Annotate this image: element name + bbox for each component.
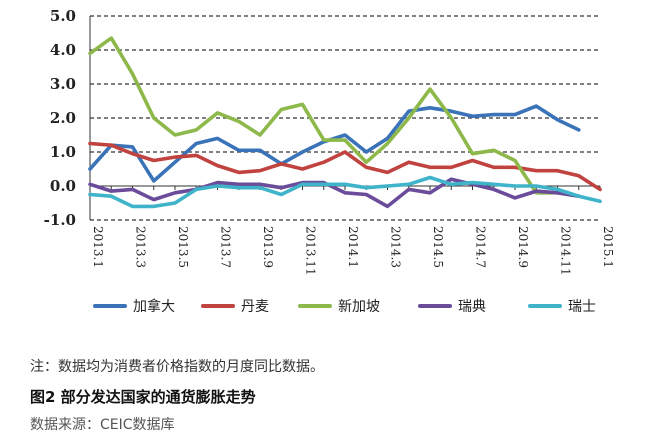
y-tick-label: 2.0: [50, 109, 76, 127]
x-tick-label: 2014.1: [346, 226, 360, 268]
series-lines: [88, 36, 602, 209]
y-tick-label: 3.0: [50, 75, 76, 93]
legend-label: 新加坡: [338, 299, 380, 315]
legend: 加拿大 丹麦 新加坡 瑞典 瑞士: [93, 298, 596, 315]
x-tick-label: 2014.9: [516, 226, 530, 268]
chart-note: 注：数据均为消费者价格指数的月度同比数据。: [30, 359, 324, 375]
y-tick-label: 5.0: [50, 7, 76, 25]
x-tick-label: 2014.11: [559, 226, 573, 276]
legend-label: 丹麦: [241, 299, 269, 315]
series-line: [88, 141, 602, 192]
tick-labels: 5.0 4.0 3.0 2.0 1.0 0.0 -1.0 2013.1 2013.3 2013.5…: [44, 7, 615, 276]
figure-caption: 图2 部分发达国家的通货膨胀走势: [30, 388, 256, 406]
inflation-line-chart: 5.0 4.0 3.0 2.0 1.0 0.0 -1.0 2013.1 2013.3 2013.5…: [44, 7, 615, 315]
series-line: [88, 177, 581, 209]
x-tick-label: 2013.11: [304, 226, 318, 276]
x-tick-label: 2014.7: [474, 226, 488, 268]
x-tick-label: 2014.3: [389, 226, 403, 268]
series-line: [88, 175, 602, 209]
y-tick-label: -1.0: [44, 211, 76, 229]
series-line: [88, 36, 560, 195]
x-tick-label: 2013.7: [219, 226, 233, 268]
y-tick-label: 1.0: [50, 143, 76, 161]
x-tick-label: 2013.5: [176, 226, 190, 268]
x-tick-label: 2013.1: [91, 226, 105, 268]
legend-label: 瑞士: [568, 299, 596, 315]
x-tick-label: 2013.9: [261, 226, 275, 268]
x-tick-label: 2014.5: [431, 226, 445, 268]
legend-label: 瑞典: [458, 299, 486, 315]
data-source: 数据来源：CEIC数据库: [30, 417, 175, 433]
legend-label: 加拿大: [133, 298, 175, 315]
x-tick-label: 2015.1: [601, 226, 615, 268]
y-tick-label: 4.0: [50, 41, 76, 59]
y-tick-label: 0.0: [50, 177, 76, 195]
x-tick-label: 2013.3: [134, 226, 148, 268]
